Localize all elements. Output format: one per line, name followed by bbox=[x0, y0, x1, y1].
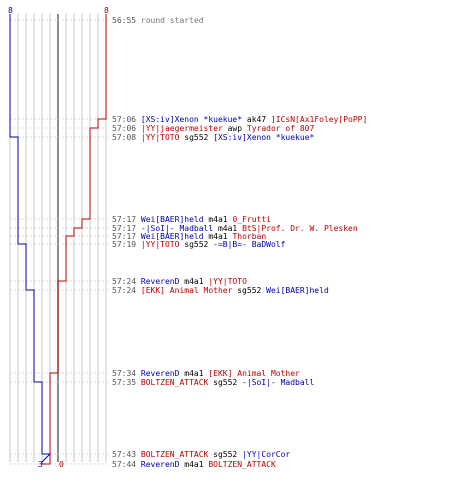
log-timestamp: 56:55 bbox=[112, 16, 141, 25]
log-player: [EKK] Animal Mother bbox=[140, 286, 233, 295]
log-player: -=B|B=- BaDWolf bbox=[208, 240, 286, 249]
log-player: round started bbox=[140, 16, 204, 25]
log-timestamp: 57:24 bbox=[112, 277, 141, 286]
log-weapon: m4a1 bbox=[203, 215, 228, 224]
log-entry: 57:24 ReverenD m4a1 |YY|TOTO bbox=[112, 277, 247, 286]
log-player: ReverenD bbox=[140, 369, 180, 378]
log-timestamp: 57:44 bbox=[112, 460, 141, 469]
log-player: Wei[BAER]held bbox=[261, 286, 329, 295]
log-player: [EKK] Animal Mother bbox=[203, 369, 300, 378]
log-player: |YY|TOTO bbox=[140, 240, 180, 249]
log-weapon: m4a1 bbox=[213, 224, 238, 233]
log-entry: 57:08 |YY|TOTO sg552 [XS:iv]Xenon *kueku… bbox=[112, 133, 314, 142]
log-timestamp: 57:06 bbox=[112, 124, 141, 133]
log-timestamp: 57:06 bbox=[112, 115, 141, 124]
log-timestamp: 57:17 bbox=[112, 232, 141, 241]
log-entry: 57:19 |YY|TOTO sg552 -=B|B=- BaDWolf bbox=[112, 240, 285, 249]
log-entry: 57:24 [EKK] Animal Mother sg552 Wei[BAER… bbox=[112, 286, 329, 295]
log-entry: 57:17 Wei[BAER]held m4a1 Thorban bbox=[112, 232, 266, 241]
log-player: BOLTZEN_ATTACK bbox=[203, 460, 276, 469]
log-player: BtS|Prof. Dr. W. Plesken bbox=[237, 224, 358, 233]
blue-team-alive-line bbox=[9, 14, 52, 463]
log-timestamp: 57:24 bbox=[112, 286, 141, 295]
log-weapon: m4a1 bbox=[179, 460, 204, 469]
log-entry: 57:17 Wei[BAER]held m4a1 0_Frutti bbox=[112, 215, 271, 224]
log-timestamp: 57:17 bbox=[112, 215, 141, 224]
log-weapon: sg552 bbox=[208, 450, 238, 459]
log-entry: 57:34 ReverenD m4a1 [EKK] Animal Mother bbox=[112, 369, 300, 378]
log-player: 0_Frutti bbox=[227, 215, 271, 224]
log-weapon: sg552 bbox=[232, 286, 262, 295]
log-entry: 56:55 round started bbox=[112, 16, 204, 25]
log-entry: 57:17 -|SoI|- Madball m4a1 BtS|Prof. Dr.… bbox=[112, 224, 358, 233]
log-timestamp: 57:19 bbox=[112, 240, 141, 249]
log-timestamp: 57:17 bbox=[112, 224, 141, 233]
log-timestamp: 57:08 bbox=[112, 133, 141, 142]
log-entry: 57:35 BOLTZEN_ATTACK sg552 -|SoI|- Madba… bbox=[112, 378, 314, 387]
log-player: |YY|jaegermeister bbox=[140, 124, 223, 133]
log-player: Wei[BAER]held bbox=[140, 232, 204, 241]
log-player: -|SoI|- Madball bbox=[140, 224, 214, 233]
log-player: ReverenD bbox=[140, 277, 180, 286]
log-player: BOLTZEN_ATTACK bbox=[140, 450, 209, 459]
log-weapon: m4a1 bbox=[179, 369, 204, 378]
log-timestamp: 57:34 bbox=[112, 369, 141, 378]
log-weapon: sg552 bbox=[208, 378, 238, 387]
log-weapon: m4a1 bbox=[203, 232, 228, 241]
log-player: BOLTZEN_ATTACK bbox=[140, 378, 209, 387]
log-player: |YY|CorCor bbox=[237, 450, 291, 459]
blue-start-score: 8 bbox=[8, 6, 13, 15]
log-entry: 57:06 [XS:iv]Xenon *kuekue* ak47 ]ICsN[A… bbox=[112, 115, 367, 124]
log-entry: 57:44 ReverenD m4a1 BOLTZEN_ATTACK bbox=[112, 460, 276, 469]
log-player: ]ICsN[Ax1Foley[PoPP] bbox=[266, 115, 368, 124]
log-weapon: sg552 bbox=[179, 240, 209, 249]
log-weapon: awp bbox=[222, 124, 243, 133]
log-timestamp: 57:43 bbox=[112, 450, 141, 459]
log-player: |YY|TOTO bbox=[140, 133, 180, 142]
log-player: ReverenD bbox=[140, 460, 180, 469]
red-team-alive-line bbox=[41, 14, 107, 465]
log-entry: 57:43 BOLTZEN_ATTACK sg552 |YY|CorCor bbox=[112, 450, 290, 459]
blue-end-score: 3 bbox=[38, 460, 43, 469]
log-player: [XS:iv]Xenon *kuekue* bbox=[140, 115, 243, 124]
red-start-score: 8 bbox=[104, 6, 109, 15]
timeline-grid bbox=[9, 14, 110, 465]
kill-timeline-graph bbox=[9, 14, 110, 465]
log-entry: 57:06 |YY|jaegermeister awp Tyrador of 8… bbox=[112, 124, 314, 133]
log-player: -|SoI|- Madball bbox=[237, 378, 315, 387]
log-timestamp: 57:35 bbox=[112, 378, 141, 387]
log-player: Thorban bbox=[227, 232, 267, 241]
log-player: Wei[BAER]held bbox=[140, 215, 204, 224]
log-player: |YY|TOTO bbox=[203, 277, 247, 286]
log-weapon: sg552 bbox=[179, 133, 209, 142]
red-end-score: 0 bbox=[59, 460, 64, 469]
log-weapon: m4a1 bbox=[179, 277, 204, 286]
log-weapon: ak47 bbox=[242, 115, 267, 124]
log-player: Tyrador of 807 bbox=[242, 124, 315, 133]
log-player: [XS:iv]Xenon *kuekue* bbox=[208, 133, 315, 142]
